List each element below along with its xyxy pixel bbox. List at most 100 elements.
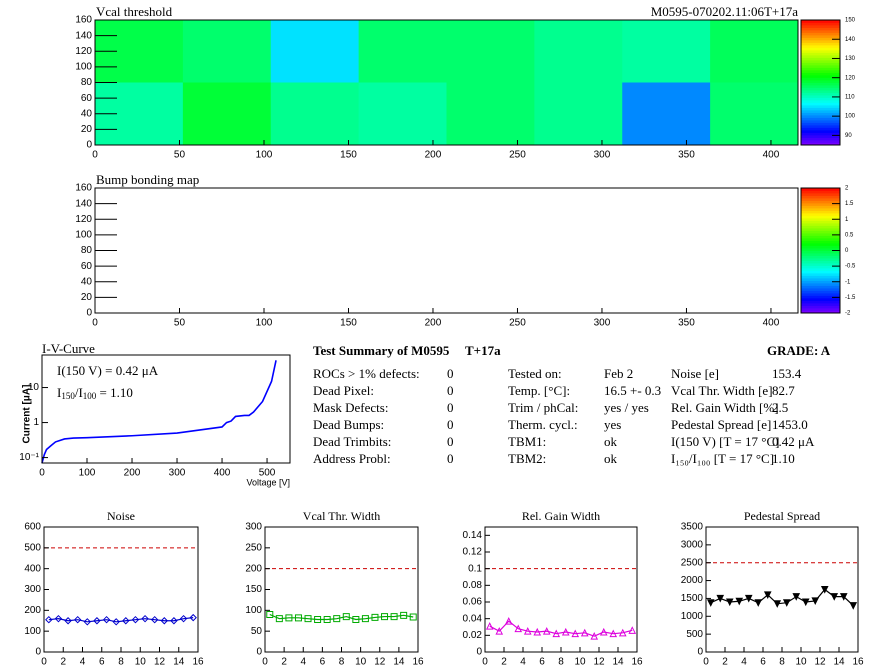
- x-tick-label: 200: [425, 150, 442, 161]
- x-tick-label: 300: [594, 318, 611, 329]
- summary-value: 2.5: [772, 400, 788, 415]
- data-point: [618, 628, 627, 637]
- x-tick-label: 10: [135, 657, 147, 668]
- data-point: [390, 613, 398, 621]
- heatmap-cell: [358, 82, 447, 146]
- color-scale-step: [801, 220, 840, 224]
- x-tick-label: 8: [118, 657, 124, 668]
- y-tick-label: 0: [35, 647, 41, 658]
- data-point: [523, 627, 532, 635]
- annotation-part: /I: [75, 385, 83, 400]
- color-scale-step: [801, 203, 840, 206]
- summary-value: 0: [447, 417, 454, 432]
- color-scale-step: [801, 80, 840, 83]
- color-scale-step: [801, 293, 840, 296]
- z-tick-label: 1: [845, 217, 849, 223]
- x-tick-label: 150: [340, 150, 357, 161]
- color-scale-step: [801, 195, 840, 199]
- y-tick-label: 600: [24, 522, 41, 533]
- heatmap-cell: [534, 82, 623, 146]
- data-point: [773, 600, 782, 608]
- data-point: [744, 594, 753, 603]
- x-tick-label: 100: [256, 318, 273, 329]
- data-point: [323, 616, 331, 623]
- heatmap-cell: [446, 82, 535, 146]
- color-scale-step: [801, 57, 840, 61]
- x-tick-label: 400: [763, 318, 780, 329]
- summary-label: Trim / phCal:: [508, 400, 578, 415]
- color-scale-step: [801, 115, 840, 118]
- y-tick-label: 0: [476, 647, 482, 658]
- summary-label: Therm. cycl.:: [508, 417, 578, 432]
- x-tick-label: 14: [833, 657, 845, 668]
- summary-label: Temp. [°C]:: [508, 383, 570, 398]
- y-tick-label: 2000: [681, 575, 704, 586]
- color-scale-frame: [800, 19, 841, 146]
- color-scale-step: [801, 303, 840, 306]
- data-point: [782, 599, 791, 607]
- color-scale-step: [801, 308, 840, 311]
- summary-value: 153.4: [772, 366, 802, 381]
- heatmap-cell: [182, 82, 272, 146]
- x-tick-label: 10: [355, 657, 367, 668]
- x-tick-label: 14: [173, 657, 185, 668]
- data-point: [160, 617, 169, 625]
- x-tick-label: 0: [41, 657, 47, 668]
- summary-value: 0: [447, 400, 454, 415]
- y-tick-label: 300: [24, 584, 41, 595]
- data-point: [849, 602, 858, 610]
- data-point: [495, 627, 504, 635]
- annotation: I150/I100 = 1.10: [57, 385, 133, 401]
- summary-label: Tested on:: [508, 366, 562, 381]
- x-tick-label: 12: [374, 657, 386, 668]
- x-tick-label: 4: [300, 657, 306, 668]
- summary-value: 0: [447, 366, 454, 381]
- x-tick-label: 200: [425, 318, 442, 329]
- color-scale-step: [801, 142, 840, 146]
- data-point: [542, 627, 551, 635]
- x-tick-label: 12: [154, 657, 166, 668]
- data-point: [333, 615, 341, 623]
- y-tick-label: 0: [86, 308, 92, 319]
- data-point: [706, 599, 715, 607]
- z-tick-label: 130: [845, 56, 856, 62]
- x-tick-label: 0: [703, 657, 709, 668]
- color-scale-step: [801, 273, 840, 276]
- x-tick-label: 16: [412, 657, 424, 668]
- y-tick-label: 100: [245, 605, 262, 616]
- color-scale-step: [801, 255, 840, 259]
- y-tick-label: 0: [697, 647, 703, 658]
- summary-label: Rel. Gain Width [%]: [671, 400, 779, 415]
- color-scale-step: [801, 218, 840, 221]
- z-tick-label: 90: [845, 133, 852, 139]
- y-tick-label: 500: [24, 542, 41, 553]
- summary-label: Dead Bumps:: [313, 417, 384, 432]
- color-scale-step: [801, 72, 840, 76]
- y-tick-label: 0.04: [463, 613, 483, 624]
- plot-frame: [94, 187, 799, 314]
- data-point: [801, 598, 810, 607]
- data-point: [754, 599, 763, 607]
- heatmap-cell: [182, 20, 272, 83]
- color-scale-step: [801, 270, 840, 274]
- x-tick-label: 300: [169, 468, 186, 479]
- annotation-part: 150: [61, 391, 75, 401]
- data-point: [275, 615, 283, 623]
- y-tick-label: 140: [75, 198, 92, 209]
- y-tick-label: 0: [86, 140, 92, 151]
- data-point: [485, 622, 494, 630]
- x-tick-label: 6: [99, 657, 105, 668]
- x-tick-label: 200: [124, 468, 141, 479]
- chart-title: Vcal Thr. Width: [303, 509, 380, 523]
- plot-frame: [264, 526, 419, 653]
- color-scale-step: [801, 110, 840, 113]
- data-point: [409, 613, 417, 621]
- color-scale-step: [801, 225, 840, 229]
- data-point: [45, 616, 53, 624]
- data-point: [590, 632, 599, 640]
- color-scale-step: [801, 107, 840, 111]
- summary-value: yes: [604, 417, 621, 432]
- summary-value: 0: [447, 383, 454, 398]
- data-point: [580, 628, 589, 637]
